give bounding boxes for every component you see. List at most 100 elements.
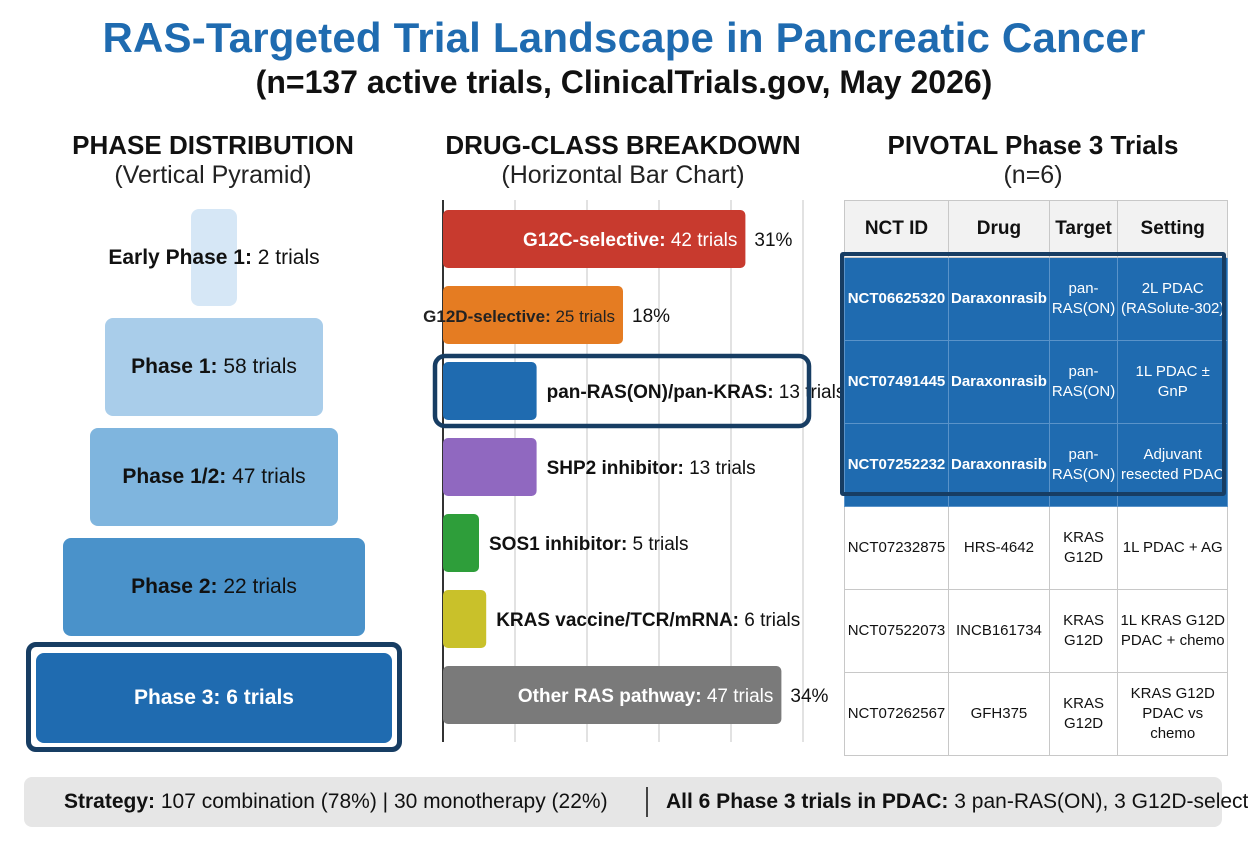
pyramid-label-count: 58 trials — [217, 355, 297, 378]
pyramid-label: Phase 1/2: 47 trials — [0, 465, 428, 489]
bar-label: SOS1 inhibitor: 5 trials — [489, 534, 689, 555]
pyramid-label-category: Phase 3: — [134, 686, 221, 709]
bar — [443, 514, 479, 572]
pyramid-bar — [90, 428, 338, 526]
bar-percent-label: 31% — [754, 230, 792, 251]
setting-cell: KRAS G12D PDAC vs chemo — [1117, 672, 1229, 756]
bar-label-category: SHP2 inhibitor: — [547, 458, 684, 479]
setting-cell: 1L PDAC + AG — [1117, 506, 1229, 590]
setting-cell: 2L PDAC (RASolute-302) — [1117, 257, 1229, 341]
bar-label: G12D-selective: 25 trials — [423, 307, 615, 326]
phase3-label: All 6 Phase 3 trials in PDAC: — [666, 790, 949, 813]
bar-label-count: 47 trials — [702, 686, 774, 707]
pivotal-panel-subtitle: (n=6) — [1003, 161, 1063, 189]
bar-percent-label: 18% — [632, 306, 670, 327]
target-cell: KRAS G12D — [1048, 506, 1119, 590]
table-row: NCT07232875 HRS-4642 KRAS G12D 1L PDAC + AG — [844, 506, 1229, 590]
setting-cell: 1L PDAC ± GnP — [1117, 340, 1229, 424]
nct-id-cell: NCT07522073 — [844, 589, 949, 673]
setting-cell: 1L KRAS G12D PDAC + chemo — [1117, 589, 1229, 673]
bar-percent-label: 34% — [790, 686, 828, 707]
bar-label-category: G12C-selective: — [523, 230, 666, 251]
target-cell: pan- RAS(ON) — [1048, 257, 1119, 341]
phase3-text: 3 pan-RAS(ON), 3 G12D-selective — [948, 790, 1248, 813]
pyramid-bar — [105, 318, 323, 416]
target-cell: KRAS G12D — [1048, 589, 1119, 673]
bar-label-count: 6 trials — [739, 610, 800, 631]
table-header-row: NCT ID Drug Target Setting — [844, 200, 1229, 258]
drug-cell: GFH375 — [948, 672, 1050, 756]
target-cell: pan- RAS(ON) — [1048, 423, 1119, 507]
drug-cell: Daraxonrasib — [948, 340, 1050, 424]
table-row: NCT07522073 INCB161734 KRAS G12D 1L KRAS G12… — [844, 589, 1229, 673]
bar — [443, 666, 782, 724]
strategy-text: 107 combination (78%) | 30 monotherapy (… — [155, 790, 608, 813]
bar-label-count: 5 trials — [627, 534, 688, 555]
target-cell: pan- RAS(ON) — [1048, 340, 1119, 424]
bar — [443, 210, 746, 268]
table-row: NCT07252232 Daraxonrasib pan- RAS(ON) Adjuva… — [844, 423, 1229, 507]
bar-label: Other RAS pathway: 47 trials — [518, 686, 774, 707]
pivotal-panel-title: PIVOTAL Phase 3 Trials — [887, 130, 1179, 160]
pyramid-label: Early Phase 1: 2 trials — [0, 246, 428, 270]
bar-label-category: Other RAS pathway: — [518, 686, 702, 707]
bar-label: SHP2 inhibitor: 13 trials — [547, 458, 756, 479]
nct-id-cell: NCT07252232 — [844, 423, 949, 507]
pyramid-label-category: Phase 2: — [131, 575, 218, 598]
pyramid-label-count: 22 trials — [217, 575, 297, 598]
table-row: NCT07262567 GFH375 KRAS G12D KRAS G12D PDAC v… — [844, 672, 1229, 756]
bar-label-category: SOS1 inhibitor: — [489, 534, 627, 555]
drug-cell: Daraxonrasib — [948, 257, 1050, 341]
bar-label: KRAS vaccine/TCR/mRNA: 6 trials — [496, 610, 800, 631]
bar-label-category: KRAS vaccine/TCR/mRNA: — [496, 610, 739, 631]
pyramid-bar — [191, 209, 237, 306]
page-title: RAS-Targeted Trial Landscape in Pancreat… — [102, 14, 1146, 61]
pyramid-label: Phase 2: 22 trials — [0, 575, 428, 599]
bar-label-count: 25 trials — [551, 307, 615, 326]
drug-cell: HRS-4642 — [948, 506, 1050, 590]
pyramid-label-count: 47 trials — [226, 465, 306, 488]
bar — [443, 286, 623, 344]
strategy-summary: Strategy: 107 combination (78%) | 30 mon… — [64, 790, 608, 814]
drug-cell: Daraxonrasib — [948, 423, 1050, 507]
pyramid-label-category: Phase 1: — [131, 355, 218, 378]
pyramid-label-count: 2 trials — [251, 245, 320, 269]
table-header-cell: Drug — [948, 200, 1050, 258]
bar-label: pan-RAS(ON)/pan-KRAS: 13 trials — [547, 382, 846, 403]
pyramid-label: Phase 3: 6 trials — [0, 686, 428, 710]
pyramid-label: Phase 1: 58 trials — [0, 355, 428, 379]
phase-panel-subtitle: (Vertical Pyramid) — [114, 161, 312, 189]
bar — [443, 590, 487, 648]
bar-label-category: G12D-selective: — [423, 307, 551, 326]
table-header-cell: Setting — [1117, 200, 1229, 258]
bar — [443, 438, 537, 496]
highlight-frame-drug — [432, 353, 812, 429]
phase-panel-title: PHASE DISTRIBUTION — [72, 130, 354, 160]
pyramid-label-category: Early Phase 1: — [108, 245, 252, 269]
pyramid-bar — [63, 538, 365, 636]
table-header-cell: Target — [1048, 200, 1119, 258]
nct-id-cell: NCT07491445 — [844, 340, 949, 424]
table-row: NCT06625320 Daraxonrasib pan- RAS(ON) 2L PDA… — [844, 257, 1229, 341]
setting-cell: Adjuvant resected PDAC — [1117, 423, 1229, 507]
bar — [443, 362, 537, 420]
footer-divider — [646, 787, 648, 817]
page-subtitle: (n=137 active trials, ClinicalTrials.gov… — [255, 64, 993, 100]
bar-label-count: 42 trials — [666, 230, 738, 251]
bar-label-count: 13 trials — [684, 458, 756, 479]
drug-panel-subtitle: (Horizontal Bar Chart) — [501, 161, 745, 189]
drug-cell: INCB161734 — [948, 589, 1050, 673]
pivotal-trials-table: NCT ID Drug Target Setting NCT06625320 Darax… — [844, 200, 1229, 756]
nct-id-cell: NCT06625320 — [844, 257, 949, 341]
drug-panel-title: DRUG-CLASS BREAKDOWN — [445, 130, 801, 160]
nct-id-cell: NCT07262567 — [844, 672, 949, 756]
table-header-cell: NCT ID — [844, 200, 949, 258]
target-cell: KRAS G12D — [1048, 672, 1119, 756]
pyramid-bar — [36, 653, 392, 743]
bar-label-category: pan-RAS(ON)/pan-KRAS: — [547, 382, 774, 403]
table-row: NCT07491445 Daraxonrasib pan- RAS(ON) 1L PDA… — [844, 340, 1229, 424]
nct-id-cell: NCT07232875 — [844, 506, 949, 590]
highlight-frame-phase — [26, 642, 402, 752]
pyramid-label-count: 6 trials — [220, 686, 294, 709]
